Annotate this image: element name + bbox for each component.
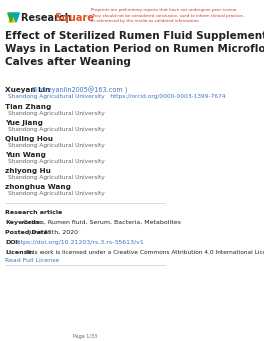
Text: Effect of Sterilized Rumen Fluid Supplementation
Ways in Lactation Period on Rum: Effect of Sterilized Rumen Fluid Supplem… [5, 31, 264, 66]
Text: Read Full License: Read Full License [5, 258, 59, 263]
Text: Shandong Agricultural University: Shandong Agricultural University [8, 159, 105, 164]
Text: Square: Square [21, 13, 93, 23]
Text: Tian Zhang: Tian Zhang [5, 104, 51, 110]
Text: Preprints are preliminary reports that have not undergone peer review.
They shou: Preprints are preliminary reports that h… [91, 8, 244, 23]
Text: Keywords:: Keywords: [5, 220, 42, 225]
Text: Shandong Agricultural University: Shandong Agricultural University [8, 191, 105, 196]
Text: Shandong Agricultural University: Shandong Agricultural University [8, 175, 105, 180]
Text: Posted Date:: Posted Date: [5, 230, 51, 235]
Text: Yue Jiang: Yue Jiang [5, 120, 43, 126]
Text: Shandong Agricultural University   https://orcid.org/0000-0003-1399-7674: Shandong Agricultural University https:/… [8, 94, 225, 99]
Text: License:: License: [5, 250, 34, 255]
Text: June 29th, 2020: June 29th, 2020 [28, 230, 78, 235]
Text: Shandong Agricultural University: Shandong Agricultural University [8, 127, 105, 132]
Text: Yun Wang: Yun Wang [5, 152, 46, 158]
Text: Calves, Rumen fluid, Serum, Bacteria, Metabolites: Calves, Rumen fluid, Serum, Bacteria, Me… [22, 220, 180, 225]
Text: This work is licensed under a Creative Commons Attribution 4.0 International Lic: This work is licensed under a Creative C… [22, 250, 264, 255]
Text: Research: Research [21, 13, 75, 23]
Text: Page 1/33: Page 1/33 [73, 334, 97, 339]
Text: Shandong Agricultural University: Shandong Agricultural University [8, 111, 105, 116]
Text: zhonghua Wang: zhonghua Wang [5, 184, 71, 190]
Text: https://doi.org/10.21203/rs.3.rs-35613/v1: https://doi.org/10.21203/rs.3.rs-35613/v… [14, 240, 144, 245]
Text: ✉ xueyanlin2005@163.com ): ✉ xueyanlin2005@163.com ) [32, 87, 128, 94]
Polygon shape [9, 13, 16, 22]
Text: zhiyong Hu: zhiyong Hu [5, 168, 51, 174]
Polygon shape [13, 13, 19, 22]
Text: Qiuling Hou: Qiuling Hou [5, 136, 53, 142]
Text: Research article: Research article [5, 210, 62, 215]
Text: Xueyan Lin: Xueyan Lin [5, 87, 50, 93]
Text: DOI:: DOI: [5, 240, 21, 245]
Polygon shape [8, 13, 14, 22]
Text: Shandong Agricultural University: Shandong Agricultural University [8, 143, 105, 148]
